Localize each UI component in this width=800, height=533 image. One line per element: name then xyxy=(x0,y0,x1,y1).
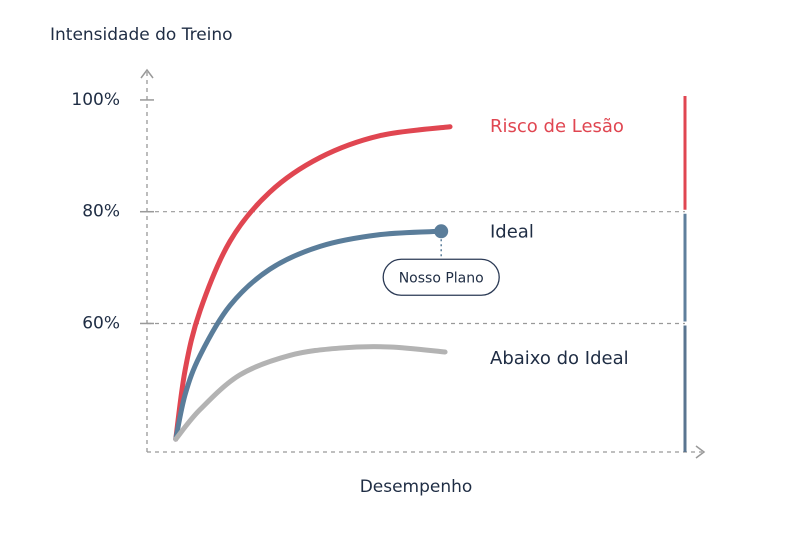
series-label: Risco de Lesão xyxy=(490,116,624,137)
y-axis-arrow xyxy=(140,68,154,79)
series-label: Abaixo do Ideal xyxy=(490,348,629,369)
annotation-box xyxy=(382,258,500,296)
series-label: Ideal xyxy=(490,221,534,242)
x-axis-title: Desempenho xyxy=(360,477,473,497)
y-tick-label: 60% xyxy=(82,313,120,333)
y-tick-label: 80% xyxy=(82,202,120,222)
annotation: Nosso Plano xyxy=(399,270,484,286)
y-axis-title: Intensidade do Treino xyxy=(50,25,233,45)
line xyxy=(173,228,444,442)
end-marker xyxy=(434,224,449,239)
line xyxy=(173,344,448,442)
y-tick-label: 100% xyxy=(71,90,120,110)
x-axis-arrow xyxy=(695,445,706,459)
line xyxy=(173,124,453,442)
